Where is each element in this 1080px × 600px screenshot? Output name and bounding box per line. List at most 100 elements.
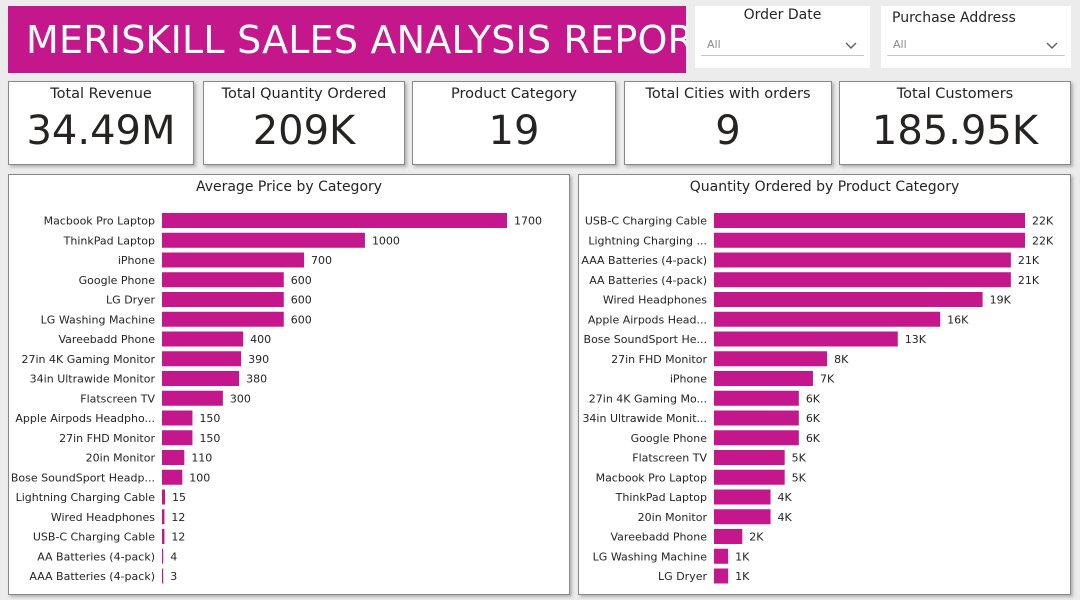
bar[interactable] <box>162 311 284 327</box>
category-label: Lightning Charging ... <box>588 234 707 247</box>
data-label: 100 <box>189 471 210 484</box>
bar[interactable] <box>714 351 828 367</box>
data-label: 150 <box>199 412 220 425</box>
bar[interactable] <box>714 213 1025 228</box>
bar[interactable] <box>162 529 165 544</box>
bar[interactable] <box>714 410 799 426</box>
category-label: Macbook Pro Laptop <box>44 215 155 228</box>
data-label: 13K <box>905 333 927 346</box>
bar[interactable] <box>162 272 284 288</box>
data-label: 21K <box>1018 254 1040 267</box>
bar[interactable] <box>714 430 799 446</box>
kpi-label: Product Category <box>451 86 577 102</box>
data-label: 22K <box>1032 215 1054 228</box>
category-label: Wired Headphones <box>51 511 155 524</box>
bar[interactable] <box>714 469 785 485</box>
bar[interactable] <box>162 292 284 307</box>
bar[interactable] <box>162 252 305 268</box>
order-date-slicer[interactable]: Order Date All <box>695 6 870 68</box>
category-label: USB-C Charging Cable <box>33 531 155 544</box>
average-price-chart: Average Price by Category Macbook Pro La… <box>8 174 570 595</box>
bar[interactable] <box>714 272 1011 288</box>
data-label: 1000 <box>372 234 400 247</box>
data-label: 2K <box>749 531 764 544</box>
bar[interactable] <box>162 450 185 465</box>
bar[interactable] <box>162 390 223 406</box>
bar[interactable] <box>714 311 941 327</box>
category-label: Google Phone <box>631 432 708 445</box>
category-label: LG Washing Machine <box>41 313 156 326</box>
category-label: 27in FHD Monitor <box>611 353 707 366</box>
kpi-value: 9 <box>715 108 741 154</box>
bar[interactable] <box>162 410 193 426</box>
data-label: 1K <box>735 550 750 563</box>
data-label: 16K <box>947 313 969 326</box>
purchase-address-dropdown[interactable]: All <box>887 34 1065 56</box>
kpi-label: Total Revenue <box>50 86 152 102</box>
bar[interactable] <box>714 450 785 465</box>
bar[interactable] <box>714 371 813 386</box>
category-label: Vareebadd Phone <box>611 531 708 544</box>
bar[interactable] <box>714 331 898 347</box>
data-label: 4K <box>778 511 793 524</box>
data-label: 22K <box>1032 234 1054 247</box>
kpi-label: Total Quantity Ordered <box>221 86 387 102</box>
bar[interactable] <box>162 469 183 485</box>
category-label: LG Dryer <box>106 294 155 307</box>
kpi-value: 19 <box>488 108 540 154</box>
category-label: Lightning Charging Cable <box>16 491 156 504</box>
order-date-dropdown[interactable]: All <box>701 34 864 56</box>
bar[interactable] <box>714 568 729 584</box>
bar[interactable] <box>162 430 193 446</box>
average-price-bar-chart: Macbook Pro Laptop 1700 ThinkPad Laptop 100… <box>11 213 542 584</box>
bar[interactable] <box>162 331 244 347</box>
purchase-address-slicer[interactable]: Purchase Address All <box>881 6 1071 68</box>
data-label: 390 <box>248 353 269 366</box>
category-label: ThinkPad Laptop <box>63 234 155 247</box>
order-date-slicer-title: Order Date <box>743 7 822 23</box>
purchase-address-slicer-title: Purchase Address <box>892 10 1016 26</box>
data-label: 8K <box>834 353 849 366</box>
category-label: 20in Monitor <box>86 452 156 465</box>
chevron-down-icon <box>1046 42 1058 49</box>
data-label: 380 <box>246 373 267 386</box>
kpi-value: 209K <box>252 108 356 154</box>
report-title: MERISKILL SALES ANALYSIS REPORT <box>8 6 686 73</box>
bar[interactable] <box>162 232 365 248</box>
bar[interactable] <box>162 371 240 386</box>
category-label: 34in Ultrawide Monitor <box>30 373 156 386</box>
data-label: 600 <box>291 313 312 326</box>
data-label: 7K <box>820 373 835 386</box>
bar[interactable] <box>162 489 166 505</box>
category-label: iPhone <box>118 254 155 267</box>
bar[interactable] <box>714 252 1011 268</box>
category-label: Bose SoundSport He... <box>584 333 707 346</box>
kpi-label: Total Cities with orders <box>645 86 811 102</box>
category-label: ThinkPad Laptop <box>615 491 707 504</box>
data-label: 21K <box>1018 274 1040 287</box>
bar[interactable] <box>162 351 242 367</box>
bar[interactable] <box>714 509 771 525</box>
bar[interactable] <box>714 232 1025 248</box>
category-label: Macbook Pro Laptop <box>596 471 707 484</box>
data-label: 600 <box>291 294 312 307</box>
category-label: Bose SoundSport Headp... <box>11 471 155 484</box>
category-label: AA Batteries (4-pack) <box>589 274 707 287</box>
bar[interactable] <box>714 489 771 505</box>
bar[interactable] <box>162 213 507 228</box>
bar[interactable] <box>714 390 799 406</box>
kpi-total-quantity-ordered: Total Quantity Ordered 209K <box>203 81 405 165</box>
kpi-label: Total Customers <box>896 86 1014 102</box>
category-label: iPhone <box>670 373 707 386</box>
bar[interactable] <box>162 548 164 564</box>
purchase-address-selected-value: All <box>893 38 907 51</box>
bar[interactable] <box>162 509 165 525</box>
category-label: USB-C Charging Cable <box>585 215 707 228</box>
category-label: 20in Monitor <box>638 511 708 524</box>
kpi-value: 34.49M <box>26 108 176 154</box>
category-label: 27in 4K Gaming Mo... <box>589 392 707 405</box>
bar[interactable] <box>162 568 164 584</box>
bar[interactable] <box>714 529 743 544</box>
bar[interactable] <box>714 292 983 307</box>
bar[interactable] <box>714 548 729 564</box>
